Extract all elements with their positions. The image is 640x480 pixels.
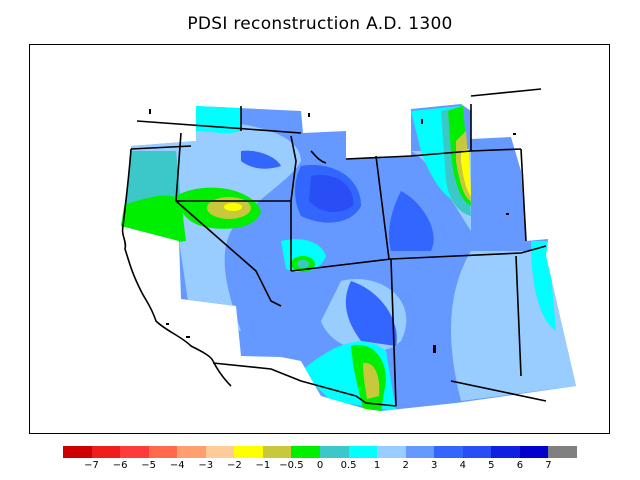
colorbar-swatch bbox=[148, 446, 178, 458]
colorbar bbox=[63, 446, 578, 458]
colorbar-tick-label: 2 bbox=[402, 460, 409, 471]
colorbar-swatch bbox=[434, 446, 464, 458]
colorbar-tick-label: −4 bbox=[169, 460, 185, 471]
colorbar-tick-label: 4 bbox=[459, 460, 466, 471]
colorbar-tick-label: 6 bbox=[516, 460, 524, 471]
colorbar-tick-label: 3 bbox=[431, 460, 438, 471]
colorbar-swatch bbox=[91, 446, 121, 458]
map-islands bbox=[149, 109, 516, 353]
colorbar-swatch bbox=[491, 446, 521, 458]
map-boundaries bbox=[121, 88, 547, 407]
colorbar-swatch bbox=[205, 446, 235, 458]
colorbar-tick-label: −7 bbox=[84, 460, 99, 471]
colorbar-swatch bbox=[63, 446, 92, 458]
colorbar-tick-label: 0.5 bbox=[340, 460, 357, 471]
colorbar-swatch bbox=[519, 446, 549, 458]
colorbar-tick-label: 0 bbox=[316, 460, 324, 471]
pdsi-map bbox=[121, 88, 576, 411]
colorbar-swatch bbox=[377, 446, 407, 458]
colorbar-tick-label: 1 bbox=[373, 460, 381, 471]
colorbar-tick-label: −6 bbox=[112, 460, 128, 471]
colorbar-tick-label: 7 bbox=[545, 460, 552, 471]
colorbar-swatch bbox=[320, 446, 349, 458]
colorbar-tick-label: −3 bbox=[198, 460, 214, 471]
colorbar-swatch bbox=[120, 446, 150, 458]
colorbar-swatch bbox=[405, 446, 435, 458]
map-title: PDSI reconstruction A.D. 1300 bbox=[187, 14, 453, 34]
colorbar-swatch bbox=[177, 446, 207, 458]
colorbar-tick-label: −0.5 bbox=[279, 460, 304, 471]
colorbar-swatch bbox=[548, 446, 578, 458]
colorbar-swatch bbox=[291, 446, 321, 458]
colorbar-swatch bbox=[234, 446, 264, 458]
map-frame bbox=[29, 44, 610, 434]
colorbar-swatch bbox=[462, 446, 492, 458]
colorbar-swatch bbox=[262, 446, 292, 458]
colorbar-tick-label: 5 bbox=[488, 460, 495, 471]
colorbar-tick-label: −1 bbox=[255, 460, 271, 471]
colorbar-tick-label: −2 bbox=[226, 460, 242, 471]
pdsi-field bbox=[121, 104, 576, 411]
colorbar-tick-label: −5 bbox=[141, 460, 157, 471]
colorbar-swatch bbox=[348, 446, 378, 458]
